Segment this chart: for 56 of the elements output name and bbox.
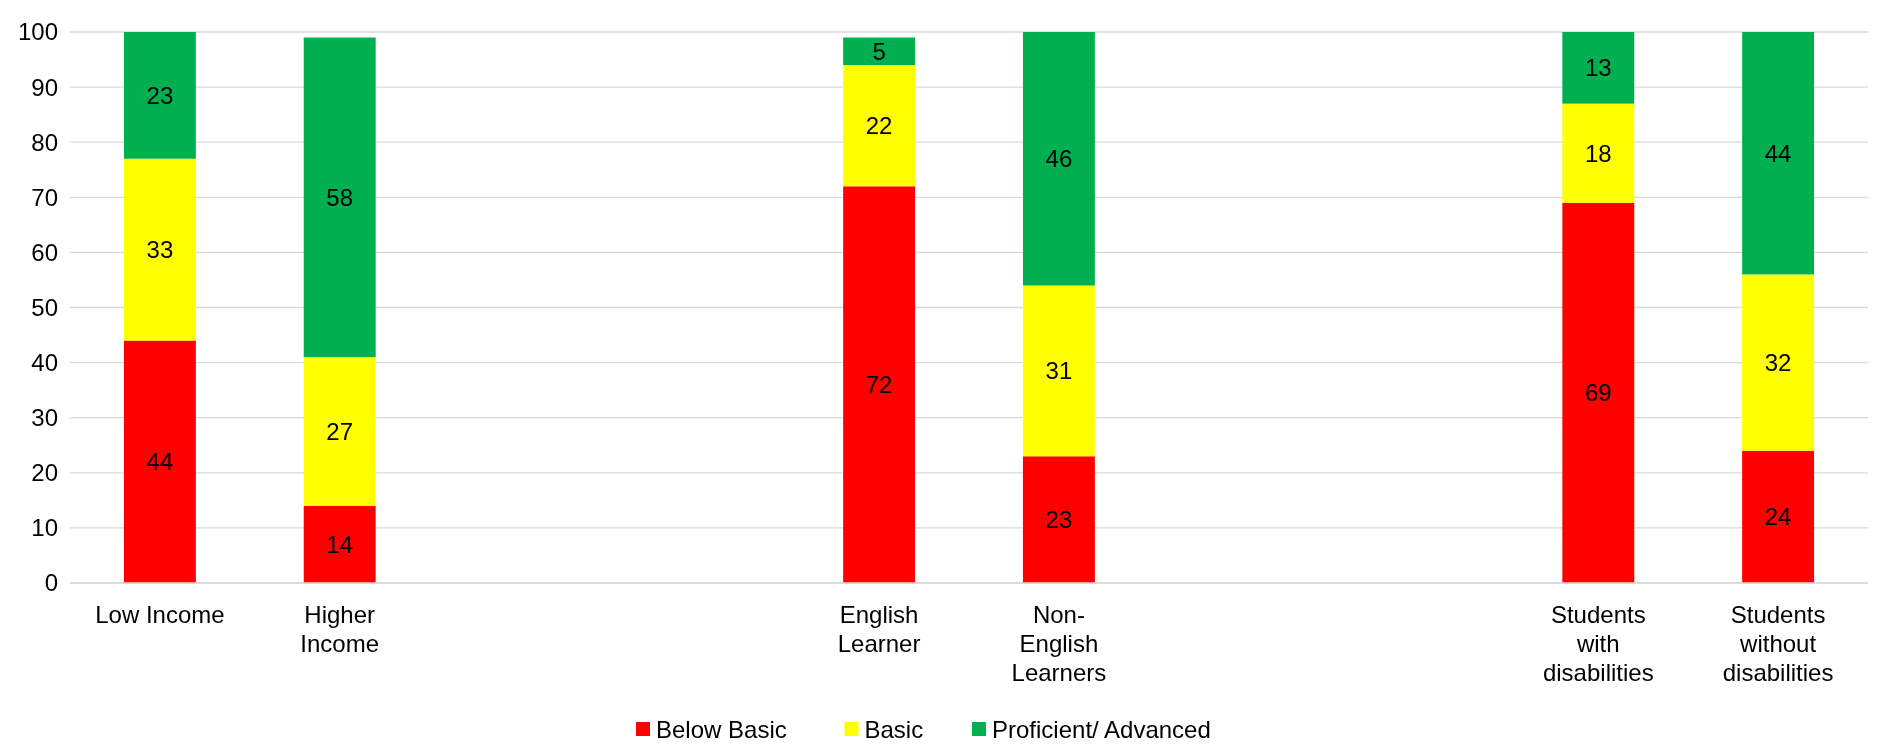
bar <box>303 357 376 506</box>
data-label: 32 <box>1764 349 1792 376</box>
bar <box>1742 32 1815 275</box>
bar <box>1022 285 1095 457</box>
x-tick-label: Low Income <box>95 601 225 628</box>
data-label: 18 <box>1584 139 1612 167</box>
y-tick-label: 0 <box>44 569 58 597</box>
legend-label: Proficient/ Advanced <box>992 716 1211 744</box>
x-tick-label: Higher Income <box>300 601 380 657</box>
y-tick-label: 60 <box>31 238 58 266</box>
data-label: 33 <box>146 236 174 264</box>
legend-label: Basic <box>864 716 924 744</box>
bar <box>303 37 376 358</box>
bar <box>843 65 916 187</box>
y-tick-label: 80 <box>31 128 58 156</box>
y-tick-label: 30 <box>31 404 58 432</box>
y-tick-label: 90 <box>31 73 58 101</box>
data-label: 23 <box>146 81 174 109</box>
data-label: 44 <box>1764 139 1792 167</box>
data-label: 13 <box>1584 54 1612 82</box>
x-tick-label: English Learner <box>837 601 921 657</box>
bar <box>123 158 196 341</box>
bar <box>1022 456 1095 583</box>
data-label: 72 <box>865 371 893 399</box>
data-label: 69 <box>1584 379 1612 407</box>
bar <box>303 505 376 583</box>
bar <box>1562 103 1635 203</box>
bar <box>1562 32 1635 104</box>
bar <box>123 32 196 159</box>
y-tick-label: 10 <box>31 514 58 542</box>
data-label: 23 <box>1045 506 1073 534</box>
data-label: 5 <box>872 37 886 65</box>
bar <box>1562 202 1635 583</box>
bar <box>843 186 916 583</box>
bar <box>1742 274 1815 451</box>
data-label: 46 <box>1045 145 1073 173</box>
x-tick-label: Students without disabilities <box>1722 601 1834 686</box>
data-label: 24 <box>1764 503 1792 531</box>
bar <box>1022 32 1095 286</box>
data-label: 14 <box>326 530 354 558</box>
legend-label: Below Basic <box>656 716 787 744</box>
y-tick-label: 70 <box>31 183 58 211</box>
data-label: 44 <box>146 448 174 476</box>
y-tick-label: 50 <box>31 293 58 321</box>
bar <box>1742 450 1815 583</box>
x-tick-label: Non-English Learners <box>1011 601 1107 686</box>
x-tick-label: Students with disabilities <box>1542 601 1654 686</box>
data-label: 58 <box>326 183 354 211</box>
bar <box>123 340 196 583</box>
data-label: 22 <box>865 112 893 140</box>
bar <box>843 37 916 66</box>
data-label: 31 <box>1045 357 1073 385</box>
y-tick-label: 100 <box>17 18 58 46</box>
data-label: 27 <box>326 417 354 445</box>
y-tick-label: 40 <box>31 349 58 376</box>
y-tick-label: 20 <box>31 459 58 487</box>
